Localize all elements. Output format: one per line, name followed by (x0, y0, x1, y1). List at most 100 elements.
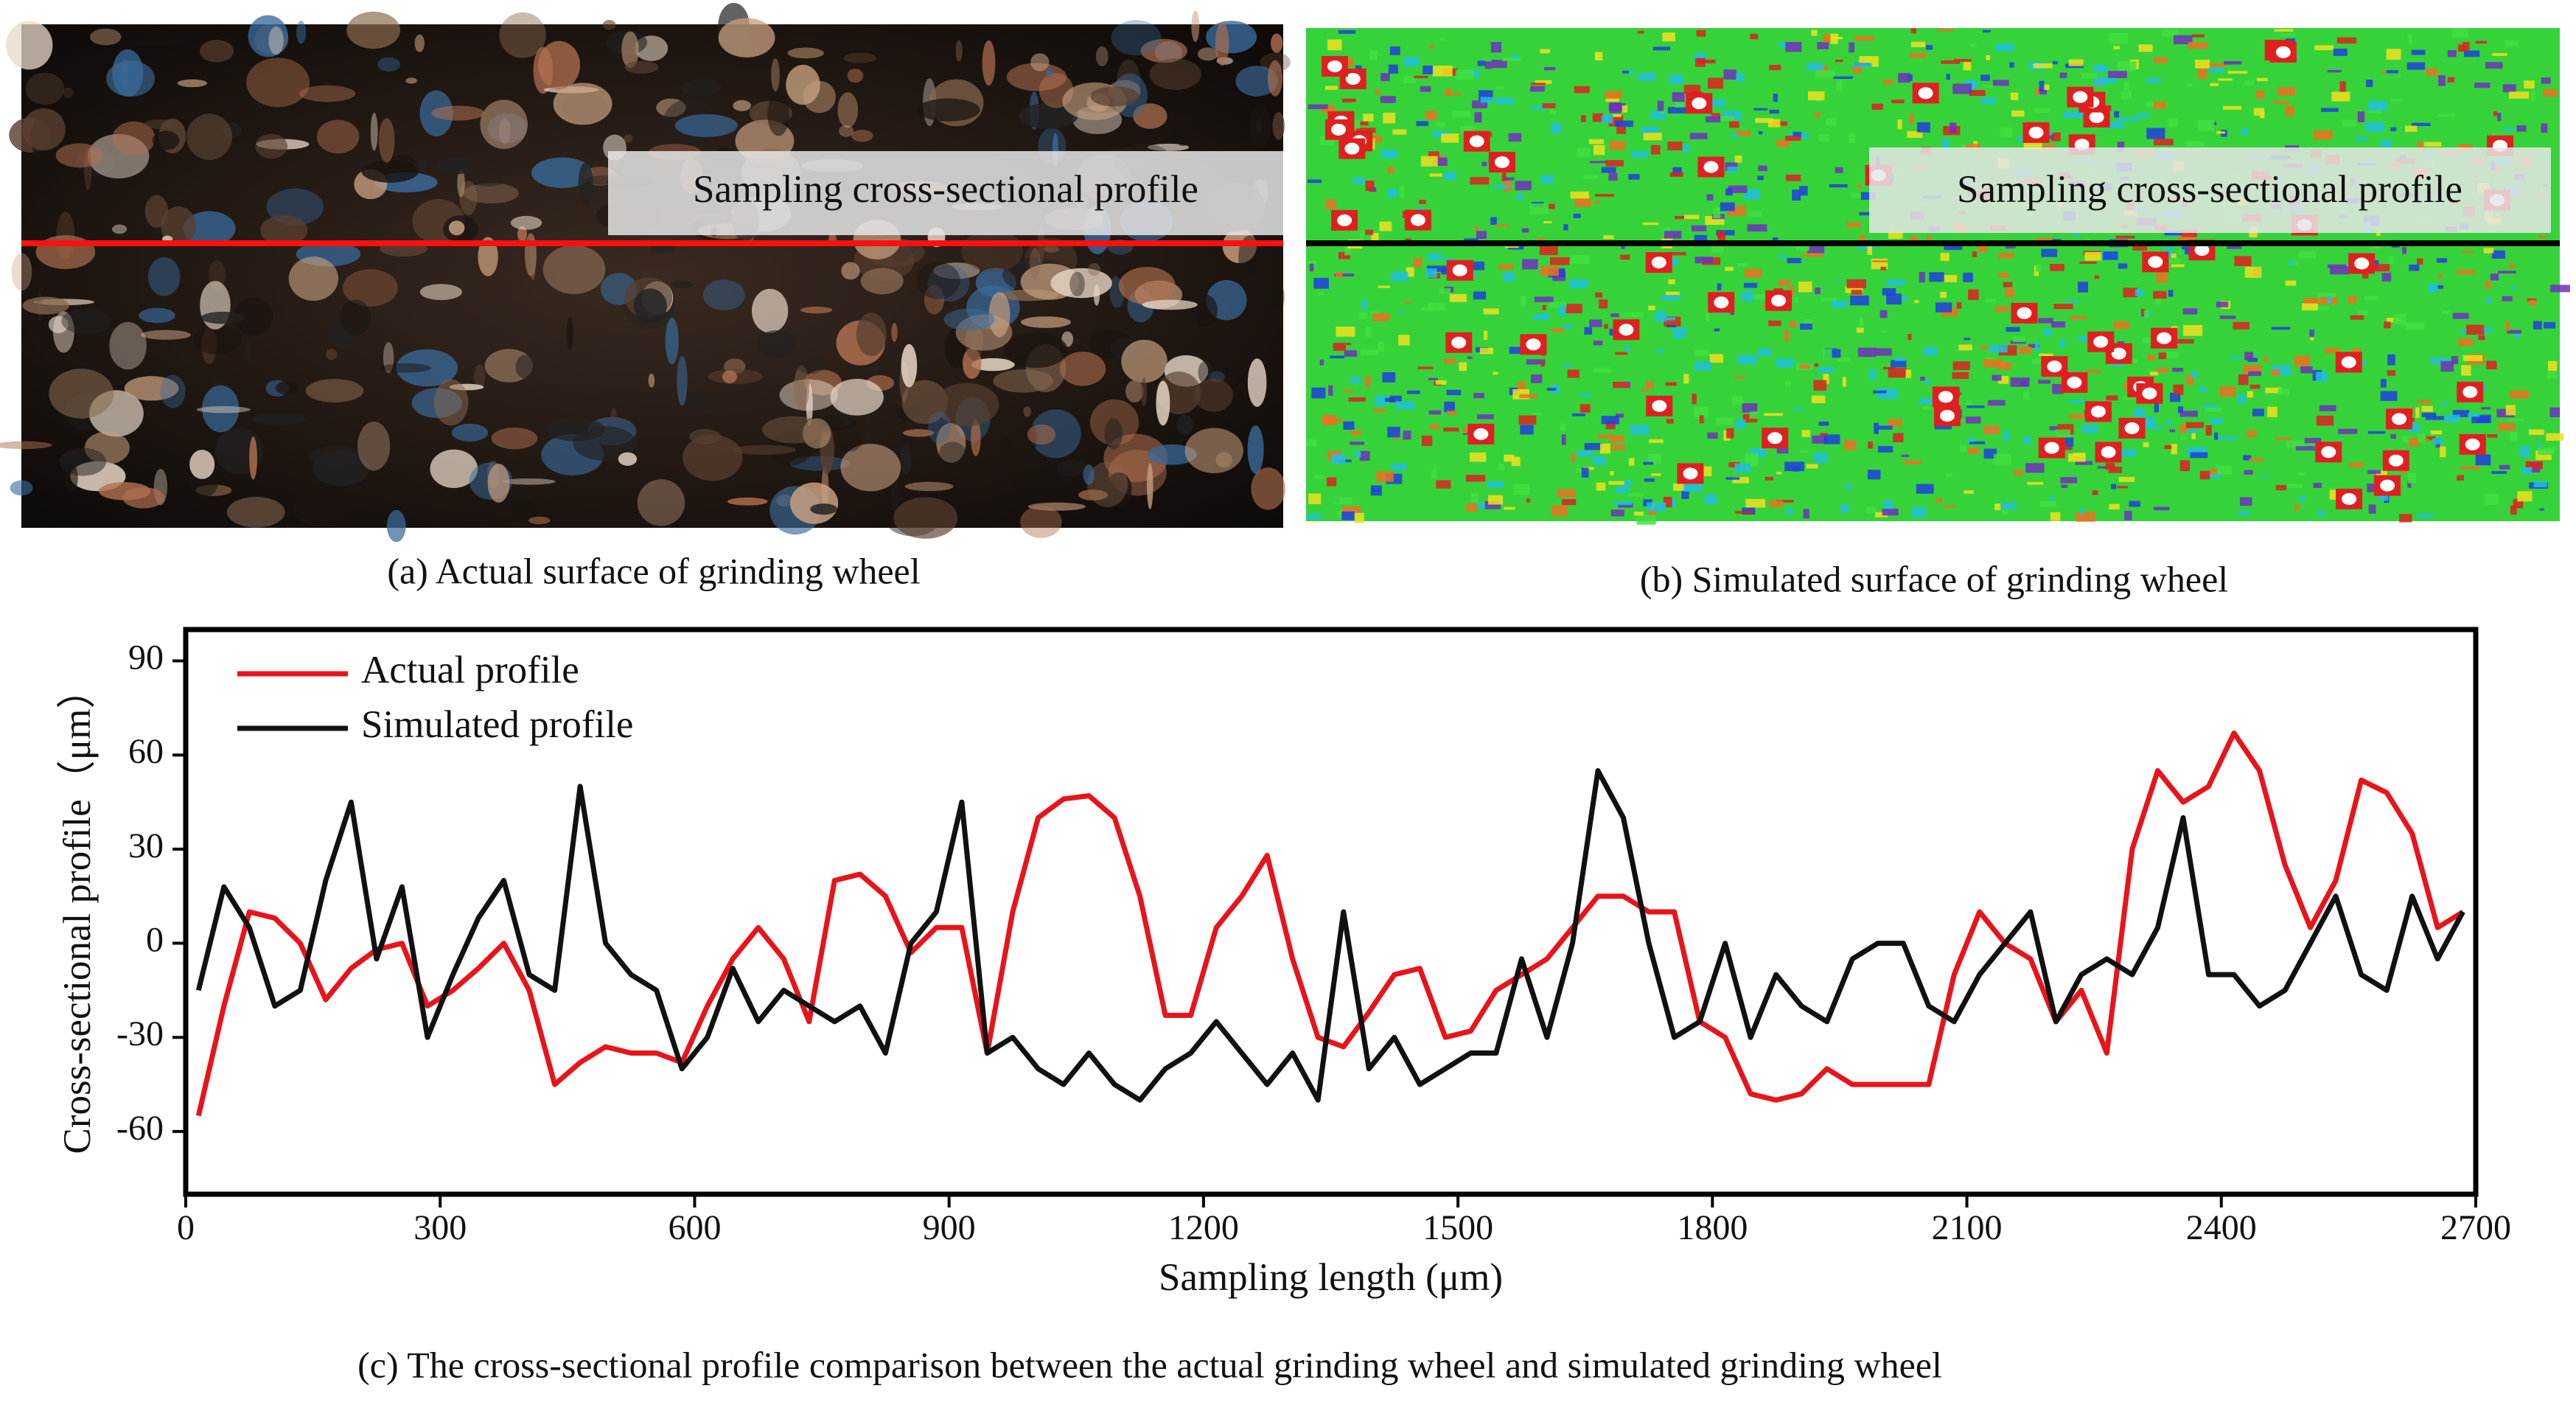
texture (2173, 35, 2193, 45)
texture (1045, 68, 1054, 78)
texture (1593, 144, 1605, 156)
texture (1706, 116, 1721, 123)
texture (1681, 489, 1689, 499)
texture (2364, 296, 2379, 301)
x-tick-label: 0 (177, 1208, 195, 1247)
texture (1795, 243, 1809, 251)
texture (2338, 428, 2358, 434)
texture (795, 355, 825, 374)
texture (1857, 347, 1877, 358)
texture (1650, 144, 1661, 155)
texture (2516, 125, 2527, 132)
texture (2440, 360, 2454, 372)
texture (1628, 458, 1635, 466)
texture (2186, 374, 2194, 386)
texture (2409, 264, 2420, 271)
texture (1341, 98, 1356, 102)
texture (1540, 313, 1549, 319)
texture (2275, 46, 2291, 58)
texture (2271, 327, 2291, 330)
texture (1622, 105, 1628, 113)
texture (1526, 338, 1541, 351)
texture (1993, 453, 2011, 465)
texture (1846, 222, 1861, 228)
texture (982, 40, 996, 86)
texture (1694, 361, 1711, 371)
texture (1498, 264, 1514, 270)
texture (2348, 462, 2364, 468)
texture (2124, 422, 2140, 434)
texture (2216, 131, 2225, 134)
overlay-label: Sampling cross-sectional profile (693, 168, 1198, 211)
texture (624, 60, 659, 74)
texture (1095, 46, 1109, 67)
texture (1452, 264, 1467, 276)
texture (2388, 454, 2404, 467)
texture (1141, 377, 1148, 407)
texture (1467, 356, 1473, 359)
texture (2507, 418, 2524, 422)
texture (2113, 46, 2120, 49)
texture (2355, 137, 2367, 141)
texture (1968, 447, 1979, 454)
texture (457, 169, 465, 198)
texture (144, 119, 175, 130)
texture (1359, 121, 1369, 126)
texture (1156, 380, 1170, 426)
texture (1672, 92, 1685, 102)
texture (2265, 387, 2282, 394)
texture (451, 423, 489, 442)
texture (2191, 371, 2197, 378)
texture (1579, 394, 1592, 397)
texture (1944, 243, 1963, 251)
texture (2452, 410, 2470, 417)
texture (2164, 230, 2182, 236)
texture (2503, 128, 2516, 130)
texture (1938, 29, 1954, 32)
texture (1735, 511, 1754, 514)
texture (2117, 142, 2125, 153)
texture (2297, 472, 2307, 475)
texture (2354, 257, 2370, 270)
texture (299, 85, 356, 102)
texture (249, 436, 257, 480)
texture (1663, 496, 1672, 508)
texture (2134, 408, 2146, 417)
texture (1610, 313, 1619, 318)
texture (2314, 45, 2334, 51)
texture (1605, 91, 1622, 99)
texture (1027, 424, 1056, 445)
texture (478, 237, 498, 276)
texture (1425, 111, 1437, 120)
texture (542, 245, 606, 294)
texture (1849, 42, 1855, 53)
texture (1428, 302, 1445, 310)
texture (2548, 360, 2558, 372)
texture (648, 373, 655, 388)
texture (6, 21, 53, 70)
texture (789, 482, 839, 524)
texture (1642, 222, 1659, 226)
texture (2458, 338, 2474, 346)
texture (2430, 430, 2443, 435)
texture (2180, 436, 2188, 440)
texture (2368, 100, 2387, 111)
texture (1488, 495, 1504, 505)
texture (1631, 150, 1649, 158)
texture (1920, 377, 1925, 381)
texture (2177, 237, 2196, 241)
texture (1328, 385, 1333, 396)
texture (1474, 112, 1482, 123)
texture (1619, 324, 1634, 336)
texture (2068, 59, 2084, 66)
texture (1333, 343, 1346, 351)
texture (2316, 372, 2328, 382)
texture (1369, 50, 1378, 60)
texture (1942, 139, 1950, 150)
texture (2146, 102, 2158, 108)
texture (2267, 406, 2277, 417)
texture (2498, 423, 2516, 431)
texture (1338, 251, 1351, 259)
texture (733, 445, 796, 455)
